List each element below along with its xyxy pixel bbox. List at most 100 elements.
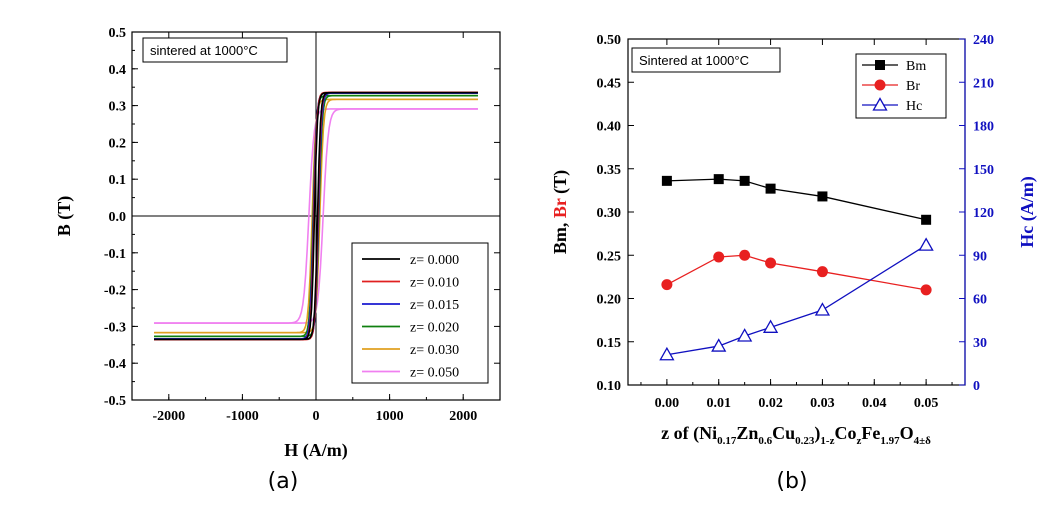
series-hc-point bbox=[814, 302, 831, 316]
panel-a-y-tick-label: -0.1 bbox=[104, 247, 126, 262]
panel-a-y-tick-label: -0.3 bbox=[104, 320, 126, 335]
panel-a-y-axis-label: B (T) bbox=[54, 196, 75, 237]
panel-b-x-tick-label: 0.03 bbox=[810, 396, 835, 411]
series-hc-point bbox=[737, 328, 753, 342]
legend-label-z-0-020: z= 0.020 bbox=[410, 321, 459, 336]
panel-b-properties-chart: 0.00 0.01 0.02 0.03 0.04 0.05 0.10 0.15 0.20 0.25… bbox=[550, 33, 1038, 494]
panel-b-x-label-subscript: 4±δ bbox=[914, 435, 932, 447]
panel-a-y-tick-label: 0.3 bbox=[109, 100, 127, 115]
panel-a-y-tick-label: -0.5 bbox=[104, 394, 126, 409]
panel-a-legend: z= 0.000 z= 0.010 z= 0.015 z= 0.020 z= 0.030… bbox=[351, 242, 489, 384]
panel-b-x-label-subscript: 0.23 bbox=[795, 435, 815, 447]
panel-a-x-tick-label: -1000 bbox=[226, 409, 259, 424]
panel-b-right-y-tick-label: 0 bbox=[973, 379, 980, 394]
panel-b-right-y-tick-label: 30 bbox=[973, 336, 987, 351]
panel-b-annotation: Sintered at 1000°C bbox=[631, 47, 781, 73]
panel-a-y-tick-label: 0.1 bbox=[109, 173, 127, 188]
panel-b-x-label-part: ) bbox=[814, 423, 820, 444]
panel-b-x-tick-label: 0.04 bbox=[862, 396, 887, 411]
panel-a-x-tick-label: 0 bbox=[313, 409, 320, 424]
series-br-line bbox=[666, 254, 927, 291]
panel-b-x-tick-label: 0.05 bbox=[914, 396, 939, 411]
panel-a-annotation: sintered at 1000°C bbox=[142, 37, 288, 63]
panel-b-left-y-tick-label: 0.40 bbox=[597, 120, 622, 135]
panel-a-ticks: -2000 -1000 0 1000 2000 -0.5 -0.4 -0.3 -0.2 -0.1 0… bbox=[104, 26, 501, 424]
panel-b-left-y-label-part: Bm, bbox=[550, 218, 570, 254]
panel-b-ticks: 0.00 0.01 0.02 0.03 0.04 0.05 0.10 0.15 0.20 0.25… bbox=[597, 33, 995, 411]
series-hc-point bbox=[762, 319, 779, 333]
panel-b-right-y-tick-label: 60 bbox=[973, 293, 987, 308]
legend-label-z-0-015: z= 0.015 bbox=[410, 298, 459, 313]
legend-label-hc: Hc bbox=[906, 99, 922, 114]
panel-a-curves bbox=[154, 91, 478, 341]
panel-a-y-tick-label: 0.5 bbox=[109, 26, 127, 41]
panel-a-x-tick-label: 1000 bbox=[376, 409, 404, 424]
series-bm-point bbox=[661, 175, 672, 186]
panel-b-x-label-subscript: 0.17 bbox=[717, 435, 737, 447]
panel-b-x-label-subscript: z bbox=[856, 435, 861, 447]
panel-b-x-label-part: z of (Ni bbox=[661, 423, 717, 444]
panel-b-legend: Bm Br Hc bbox=[855, 53, 947, 119]
series-br-point bbox=[739, 249, 751, 261]
panel-b-x-axis-label: z of (Ni0.17Zn0.6Cu0.23)1-zCozFe1.97O4±δ bbox=[661, 423, 931, 447]
legend-label-z-0-050: z= 0.050 bbox=[410, 366, 459, 381]
panel-a-y-tick-label: -0.4 bbox=[104, 357, 126, 372]
legend-label-bm: Bm bbox=[906, 59, 926, 74]
panel-b-right-y-tick-label: 180 bbox=[973, 120, 994, 135]
panel-b-x-tick-label: 0.02 bbox=[758, 396, 783, 411]
panel-b-x-label-part: Cu bbox=[772, 423, 795, 443]
series-z-0-000-ascending-branch bbox=[154, 91, 478, 341]
panel-a-caption: (a) bbox=[268, 469, 299, 494]
series-br-point bbox=[713, 251, 725, 263]
panel-b-left-y-tick-label: 0.20 bbox=[597, 293, 622, 308]
legend-label-z-0-000: z= 0.000 bbox=[410, 253, 459, 268]
series-hc-point bbox=[918, 237, 934, 251]
panel-a-annotation-text: sintered at 1000°C bbox=[150, 43, 258, 58]
panel-b-x-label-subscript: 1.97 bbox=[880, 435, 900, 447]
series-bm-point bbox=[817, 191, 828, 202]
series-bm-point bbox=[765, 183, 776, 194]
panel-a-y-tick-label: 0.2 bbox=[109, 136, 127, 151]
panel-b-x-tick-label: 0.01 bbox=[706, 396, 731, 411]
panel-a-y-tick-label: 0.0 bbox=[109, 210, 127, 225]
panel-b-x-label-subscript: 1-z bbox=[820, 435, 834, 447]
panel-b-left-y-tick-label: 0.45 bbox=[597, 76, 622, 91]
panel-a-y-tick-label: 0.4 bbox=[109, 63, 127, 78]
legend-marker-hc bbox=[872, 97, 888, 111]
series-bm-point bbox=[739, 175, 750, 186]
panel-b-series bbox=[659, 174, 934, 361]
legend-marker-br bbox=[874, 79, 886, 91]
panel-a-hysteresis-chart: -2000 -1000 0 1000 2000 -0.5 -0.4 -0.3 -0.2 -0.1 0… bbox=[54, 26, 501, 494]
panel-b-left-y-tick-label: 0.10 bbox=[597, 379, 622, 394]
panel-a-x-tick-label: -2000 bbox=[152, 409, 185, 424]
panel-b-right-y-tick-label: 150 bbox=[973, 163, 994, 178]
series-hc-point bbox=[659, 346, 675, 361]
series-br-point bbox=[816, 266, 828, 278]
panel-b-annotation-text: Sintered at 1000°C bbox=[639, 53, 749, 68]
legend-label-z-0-010: z= 0.010 bbox=[410, 276, 459, 291]
panel-b-left-y-label-part: Br bbox=[550, 198, 570, 218]
panel-b-x-label-subscript: 0.6 bbox=[758, 435, 772, 447]
panel-b-x-tick-label: 0.00 bbox=[655, 396, 680, 411]
series-bm-point bbox=[713, 174, 724, 185]
panel-b-x-label-part: O bbox=[900, 423, 914, 443]
panel-b-right-y-tick-label: 120 bbox=[973, 206, 994, 221]
panel-b-left-y-tick-label: 0.30 bbox=[597, 206, 622, 221]
panel-b-right-y-tick-label: 90 bbox=[973, 249, 987, 264]
series-bm-point bbox=[921, 214, 932, 225]
series-hc-line bbox=[666, 244, 927, 356]
legend-label-br: Br bbox=[906, 79, 920, 94]
series-hc-point bbox=[711, 338, 727, 352]
legend-marker-bm bbox=[875, 60, 885, 70]
panel-b-x-label-part: Zn bbox=[736, 423, 758, 443]
series-bm-line bbox=[666, 178, 927, 221]
panel-b-right-y-axis-label: Hc (A/m) bbox=[1017, 176, 1038, 247]
panel-a-x-axis-label: H (A/m) bbox=[284, 440, 347, 461]
panel-b-left-y-tick-label: 0.50 bbox=[597, 33, 622, 48]
panel-b-left-y-tick-label: 0.15 bbox=[597, 336, 622, 351]
panel-a-zero-lines bbox=[132, 32, 500, 400]
series-br-point bbox=[661, 279, 673, 291]
series-br-point bbox=[765, 257, 777, 269]
legend-label-z-0-030: z= 0.030 bbox=[410, 343, 459, 358]
